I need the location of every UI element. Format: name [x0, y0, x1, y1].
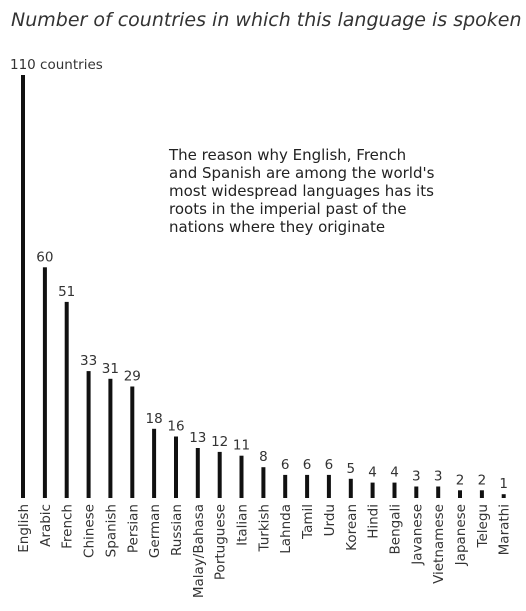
data-label: 8 — [259, 449, 268, 465]
bar — [64, 301, 69, 498]
data-label: 2 — [456, 472, 465, 488]
data-label: 5 — [347, 461, 356, 477]
category-label: German — [147, 504, 163, 558]
data-label: 31 — [102, 361, 119, 377]
data-label: 29 — [124, 369, 141, 385]
data-label: 2 — [478, 472, 487, 488]
category-label: Lahnda — [278, 504, 294, 554]
category-label: Hindi — [366, 504, 382, 539]
category-label: Malay/Bahasa — [191, 504, 207, 598]
data-label: 11 — [233, 438, 250, 454]
bar — [42, 267, 47, 498]
data-label: 6 — [281, 457, 290, 473]
data-label: 60 — [36, 249, 53, 265]
annotation-line: nations where they originate — [169, 218, 386, 236]
chart-title: Number of countries in which this langua… — [11, 9, 522, 31]
chart-annotation: The reason why English, French and Spani… — [169, 146, 449, 236]
bar — [195, 448, 200, 498]
annotation-line: roots in the imperial past of the — [169, 200, 407, 218]
bar — [458, 490, 462, 498]
category-label: Portuguese — [213, 504, 229, 580]
annotation-line: most widespread languages has its — [169, 182, 434, 200]
bar — [436, 486, 441, 498]
category-label: Chinese — [82, 504, 98, 558]
data-label: 12 — [211, 434, 228, 450]
category-label: Tamil — [300, 504, 316, 540]
data-label: 18 — [146, 411, 163, 427]
category-label: Japanese — [453, 504, 469, 566]
data-label: 3 — [412, 469, 421, 485]
data-label: 33 — [80, 353, 97, 369]
category-label: Italian — [235, 504, 251, 546]
bar — [174, 436, 178, 498]
data-label: 3 — [434, 469, 443, 485]
category-label: Bengali — [388, 504, 404, 554]
category-label: Urdu — [322, 504, 338, 536]
bar — [108, 378, 113, 498]
data-label: 110 countries — [10, 57, 103, 73]
bar — [283, 474, 288, 498]
category-label: Turkish — [256, 504, 272, 552]
bar — [305, 474, 310, 498]
bar — [348, 478, 353, 498]
bar — [261, 467, 266, 498]
bar — [152, 428, 157, 498]
data-label: 16 — [167, 419, 184, 435]
data-label: 13 — [189, 430, 206, 446]
data-label: 1 — [499, 476, 508, 492]
category-label: Russian — [169, 504, 185, 556]
bar — [21, 75, 25, 498]
data-label: 6 — [303, 457, 312, 473]
bar — [501, 494, 506, 498]
bar — [392, 482, 397, 498]
bar — [326, 474, 331, 498]
category-label: Vietnamese — [431, 504, 447, 584]
category-label: French — [60, 504, 76, 549]
category-label: Persian — [125, 504, 141, 553]
data-label: 51 — [58, 284, 75, 300]
bar — [130, 386, 135, 498]
data-label: 4 — [390, 465, 399, 481]
data-label: 6 — [325, 457, 334, 473]
category-label: Arabic — [38, 504, 54, 547]
category-label: Telegu — [475, 504, 491, 548]
bar — [370, 482, 375, 498]
bar — [239, 455, 244, 498]
bar — [414, 486, 419, 498]
data-label: 4 — [368, 465, 377, 481]
category-label: Javanese — [409, 504, 425, 566]
category-label: Marathi — [497, 504, 513, 555]
bar — [86, 371, 91, 498]
annotation-line: and Spanish are among the world's — [169, 164, 435, 182]
bar — [217, 451, 222, 498]
category-label: English — [16, 504, 32, 553]
category-label: Spanish — [103, 504, 119, 557]
category-label: Korean — [344, 504, 360, 551]
bar — [479, 490, 484, 498]
annotation-line: The reason why English, French — [169, 146, 407, 164]
